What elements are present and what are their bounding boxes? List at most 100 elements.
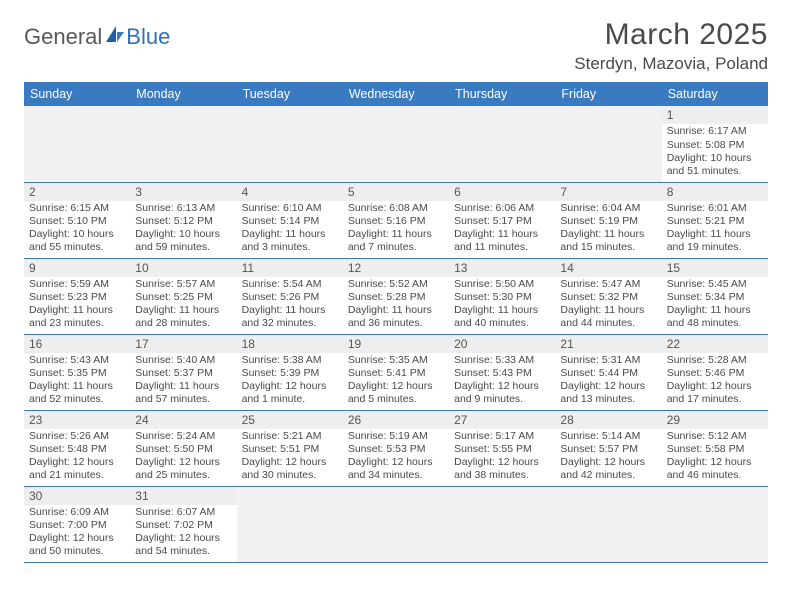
day-number: 25 [237,411,343,429]
day-details: Sunrise: 5:45 AMSunset: 5:34 PMDaylight:… [662,277,768,331]
calendar-cell: 10Sunrise: 5:57 AMSunset: 5:25 PMDayligh… [130,258,236,334]
day-number: 26 [343,411,449,429]
day-details: Sunrise: 5:19 AMSunset: 5:53 PMDaylight:… [343,429,449,483]
day-details: Sunrise: 6:06 AMSunset: 5:17 PMDaylight:… [449,201,555,255]
calendar-cell [237,486,343,562]
day-number: 18 [237,335,343,353]
calendar-cell: 8Sunrise: 6:01 AMSunset: 5:21 PMDaylight… [662,182,768,258]
calendar-cell [343,106,449,182]
calendar-cell [449,106,555,182]
day-number: 3 [130,183,236,201]
calendar-row: 23Sunrise: 5:26 AMSunset: 5:48 PMDayligh… [24,410,768,486]
logo-sail-icon [104,24,126,49]
day-number: 29 [662,411,768,429]
day-details: Sunrise: 5:43 AMSunset: 5:35 PMDaylight:… [24,353,130,407]
day-header: Sunday [24,82,130,106]
logo-text-general: General [24,24,102,50]
calendar-cell [24,106,130,182]
calendar-cell: 6Sunrise: 6:06 AMSunset: 5:17 PMDaylight… [449,182,555,258]
day-details: Sunrise: 5:54 AMSunset: 5:26 PMDaylight:… [237,277,343,331]
day-number: 6 [449,183,555,201]
calendar-row: 1Sunrise: 6:17 AMSunset: 5:08 PMDaylight… [24,106,768,182]
calendar-row: 16Sunrise: 5:43 AMSunset: 5:35 PMDayligh… [24,334,768,410]
day-details: Sunrise: 6:01 AMSunset: 5:21 PMDaylight:… [662,201,768,255]
day-details: Sunrise: 5:28 AMSunset: 5:46 PMDaylight:… [662,353,768,407]
day-header: Tuesday [237,82,343,106]
day-number: 7 [555,183,661,201]
day-details: Sunrise: 5:31 AMSunset: 5:44 PMDaylight:… [555,353,661,407]
location: Sterdyn, Mazovia, Poland [574,54,768,74]
day-details: Sunrise: 6:17 AMSunset: 5:08 PMDaylight:… [662,124,768,178]
calendar-cell [662,486,768,562]
calendar-cell: 25Sunrise: 5:21 AMSunset: 5:51 PMDayligh… [237,410,343,486]
day-details: Sunrise: 6:15 AMSunset: 5:10 PMDaylight:… [24,201,130,255]
day-number: 19 [343,335,449,353]
day-header: Wednesday [343,82,449,106]
calendar-cell: 19Sunrise: 5:35 AMSunset: 5:41 PMDayligh… [343,334,449,410]
day-number: 17 [130,335,236,353]
calendar-row: 9Sunrise: 5:59 AMSunset: 5:23 PMDaylight… [24,258,768,334]
logo: General Blue [24,18,170,50]
calendar-cell: 11Sunrise: 5:54 AMSunset: 5:26 PMDayligh… [237,258,343,334]
calendar-cell: 3Sunrise: 6:13 AMSunset: 5:12 PMDaylight… [130,182,236,258]
calendar-cell: 1Sunrise: 6:17 AMSunset: 5:08 PMDaylight… [662,106,768,182]
day-number: 5 [343,183,449,201]
calendar-cell: 31Sunrise: 6:07 AMSunset: 7:02 PMDayligh… [130,486,236,562]
calendar-cell: 21Sunrise: 5:31 AMSunset: 5:44 PMDayligh… [555,334,661,410]
day-details: Sunrise: 5:57 AMSunset: 5:25 PMDaylight:… [130,277,236,331]
day-number: 1 [662,106,768,124]
day-number: 24 [130,411,236,429]
calendar-cell: 16Sunrise: 5:43 AMSunset: 5:35 PMDayligh… [24,334,130,410]
day-details: Sunrise: 5:40 AMSunset: 5:37 PMDaylight:… [130,353,236,407]
calendar-cell: 29Sunrise: 5:12 AMSunset: 5:58 PMDayligh… [662,410,768,486]
day-details: Sunrise: 6:04 AMSunset: 5:19 PMDaylight:… [555,201,661,255]
calendar-cell [555,486,661,562]
calendar-cell [237,106,343,182]
calendar-cell: 30Sunrise: 6:09 AMSunset: 7:00 PMDayligh… [24,486,130,562]
day-details: Sunrise: 5:50 AMSunset: 5:30 PMDaylight:… [449,277,555,331]
day-details: Sunrise: 6:13 AMSunset: 5:12 PMDaylight:… [130,201,236,255]
day-header: Thursday [449,82,555,106]
calendar-cell: 9Sunrise: 5:59 AMSunset: 5:23 PMDaylight… [24,258,130,334]
title-block: March 2025 Sterdyn, Mazovia, Poland [574,18,768,74]
day-details: Sunrise: 5:35 AMSunset: 5:41 PMDaylight:… [343,353,449,407]
calendar-cell [343,486,449,562]
calendar-cell: 12Sunrise: 5:52 AMSunset: 5:28 PMDayligh… [343,258,449,334]
day-number: 11 [237,259,343,277]
day-details: Sunrise: 5:52 AMSunset: 5:28 PMDaylight:… [343,277,449,331]
calendar-cell: 14Sunrise: 5:47 AMSunset: 5:32 PMDayligh… [555,258,661,334]
day-number: 30 [24,487,130,505]
day-number: 12 [343,259,449,277]
day-details: Sunrise: 5:47 AMSunset: 5:32 PMDaylight:… [555,277,661,331]
day-number: 31 [130,487,236,505]
calendar-table: Sunday Monday Tuesday Wednesday Thursday… [24,82,768,563]
calendar-row: 2Sunrise: 6:15 AMSunset: 5:10 PMDaylight… [24,182,768,258]
day-number: 2 [24,183,130,201]
day-number: 22 [662,335,768,353]
calendar-cell: 7Sunrise: 6:04 AMSunset: 5:19 PMDaylight… [555,182,661,258]
calendar-cell: 15Sunrise: 5:45 AMSunset: 5:34 PMDayligh… [662,258,768,334]
calendar-cell [130,106,236,182]
day-number: 4 [237,183,343,201]
day-number: 15 [662,259,768,277]
day-details: Sunrise: 5:17 AMSunset: 5:55 PMDaylight:… [449,429,555,483]
calendar-cell: 2Sunrise: 6:15 AMSunset: 5:10 PMDaylight… [24,182,130,258]
day-details: Sunrise: 5:21 AMSunset: 5:51 PMDaylight:… [237,429,343,483]
day-header: Monday [130,82,236,106]
calendar-cell: 26Sunrise: 5:19 AMSunset: 5:53 PMDayligh… [343,410,449,486]
calendar-cell: 23Sunrise: 5:26 AMSunset: 5:48 PMDayligh… [24,410,130,486]
day-details: Sunrise: 6:08 AMSunset: 5:16 PMDaylight:… [343,201,449,255]
calendar-cell: 20Sunrise: 5:33 AMSunset: 5:43 PMDayligh… [449,334,555,410]
day-details: Sunrise: 6:07 AMSunset: 7:02 PMDaylight:… [130,505,236,559]
day-number: 21 [555,335,661,353]
calendar-cell: 5Sunrise: 6:08 AMSunset: 5:16 PMDaylight… [343,182,449,258]
calendar-cell: 28Sunrise: 5:14 AMSunset: 5:57 PMDayligh… [555,410,661,486]
calendar-cell [555,106,661,182]
calendar-cell: 24Sunrise: 5:24 AMSunset: 5:50 PMDayligh… [130,410,236,486]
day-number: 14 [555,259,661,277]
day-number: 27 [449,411,555,429]
calendar-row: 30Sunrise: 6:09 AMSunset: 7:00 PMDayligh… [24,486,768,562]
calendar-cell: 22Sunrise: 5:28 AMSunset: 5:46 PMDayligh… [662,334,768,410]
month-title: March 2025 [574,18,768,52]
day-header: Saturday [662,82,768,106]
